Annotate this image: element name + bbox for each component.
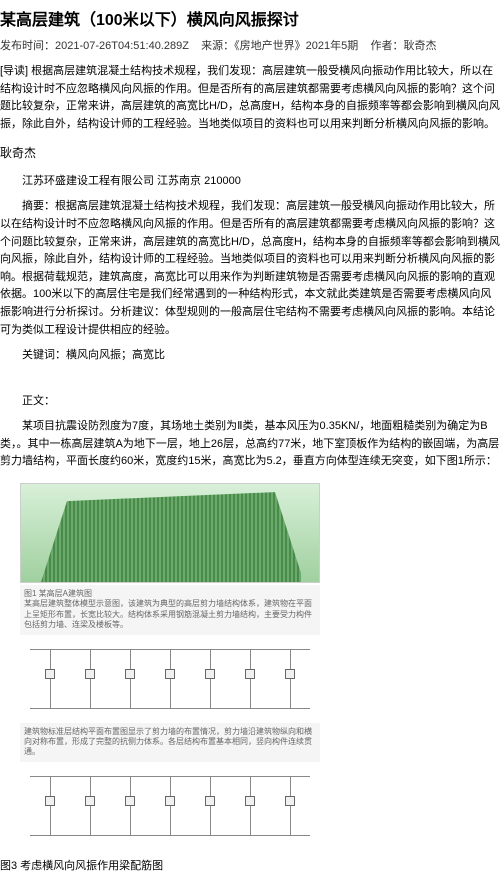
intro-text: 根据高层建筑混凝土结构技术规程，我们发现：高层建筑一般受横风向振动作用比较大，所… <box>0 65 500 130</box>
fig1-label: 图1 某高层A建筑图 <box>24 589 92 598</box>
fig1-desc: 某高层建筑整体模型示意图，该建筑为典型的高层剪力墙结构体系，建筑物在平面上呈矩形… <box>24 599 312 629</box>
intro-section: [导读] 根据高层建筑混凝土结构技术规程，我们发现：高层建筑一般受横风向振动作用… <box>0 59 502 137</box>
figure-2-plan-diagram <box>20 639 320 719</box>
author-value: 耿奇杰 <box>404 40 437 52</box>
figure-block: 图1 某高层A建筑图 某高层建筑整体模型示意图，该建筑为典型的高层剪力墙结构体系… <box>20 483 320 846</box>
article-meta: 发布时间：2021-07-26T04:51:40.289Z 来源：《房地产世界》… <box>0 38 502 60</box>
building-render <box>41 492 301 582</box>
diagram-node <box>285 669 295 679</box>
figure-3-plan-diagram <box>20 766 320 846</box>
main-paragraph-1: 某项目抗震设防烈度为7度，其场地土类别为Ⅱ类，基本风压为0.35KN/，地面粗糙… <box>0 414 502 475</box>
diagram-node <box>245 669 255 679</box>
figure-3-caption: 图3 考虑横风向风振作用梁配筋图 <box>0 854 502 879</box>
diagram-col <box>130 776 131 836</box>
keywords-text: 横风向风振；高宽比 <box>66 349 165 361</box>
diagram-col <box>50 776 51 836</box>
diagram-col <box>290 776 291 836</box>
figure-1-building-3d <box>20 483 320 583</box>
diagram-col <box>290 649 291 709</box>
diagram-node <box>245 796 255 806</box>
diagram-node <box>85 669 95 679</box>
diagram-node <box>45 796 55 806</box>
intro-label: [导读] <box>0 65 28 77</box>
diagram-col <box>210 776 211 836</box>
keywords-label: 关键词： <box>22 349 66 361</box>
abstract-section: 摘要：根据高层建筑混凝土结构技术规程，我们发现：高层建筑一般受横风向振动作用比较… <box>0 194 502 343</box>
publish-time: 2021-07-26T04:51:40.289Z <box>55 40 189 52</box>
abstract-label: 摘要： <box>22 200 55 212</box>
affiliation: 江苏环盛建设工程有限公司 江苏南京 210000 <box>0 169 502 195</box>
author-name-block: 耿奇杰 <box>0 138 502 169</box>
source-label: 来源： <box>201 40 234 52</box>
diagram-node <box>285 796 295 806</box>
diagram-col <box>90 649 91 709</box>
diagram-node <box>205 796 215 806</box>
diagram-node <box>125 669 135 679</box>
diagram-col <box>250 776 251 836</box>
diagram-node <box>45 669 55 679</box>
diagram-col <box>50 649 51 709</box>
source-value: 《房地产世界》2021年5期 <box>234 40 358 52</box>
diagram-col <box>130 649 131 709</box>
diagram-col <box>210 649 211 709</box>
spacer <box>0 369 502 389</box>
diagram-col <box>250 649 251 709</box>
article-title: 某高层建筑（100米以下）横风向风振探讨 <box>0 0 502 38</box>
main-label: 正文： <box>0 389 502 415</box>
diagram-node <box>165 796 175 806</box>
diagram-node <box>205 669 215 679</box>
diagram-col <box>170 776 171 836</box>
diagram-col <box>170 649 171 709</box>
diagram-node <box>125 796 135 806</box>
publish-label: 发布时间： <box>0 40 55 52</box>
diagram-node <box>165 669 175 679</box>
diagram-col <box>90 776 91 836</box>
author-label: 作者： <box>371 40 404 52</box>
abstract-text: 根据高层建筑混凝土结构技术规程，我们发现：高层建筑一般受横风向振动作用比较大，所… <box>0 200 500 335</box>
diagram-node <box>85 796 95 806</box>
figure-1-caption-block: 图1 某高层A建筑图 某高层建筑整体模型示意图，该建筑为典型的高层剪力墙结构体系… <box>20 585 320 635</box>
figure-2-caption-block: 建筑物标准层结构平面布置图显示了剪力墙的布置情况，剪力墙沿建筑物纵向和横向对称布… <box>20 723 320 762</box>
keywords-section: 关键词：横风向风振；高宽比 <box>0 343 502 369</box>
